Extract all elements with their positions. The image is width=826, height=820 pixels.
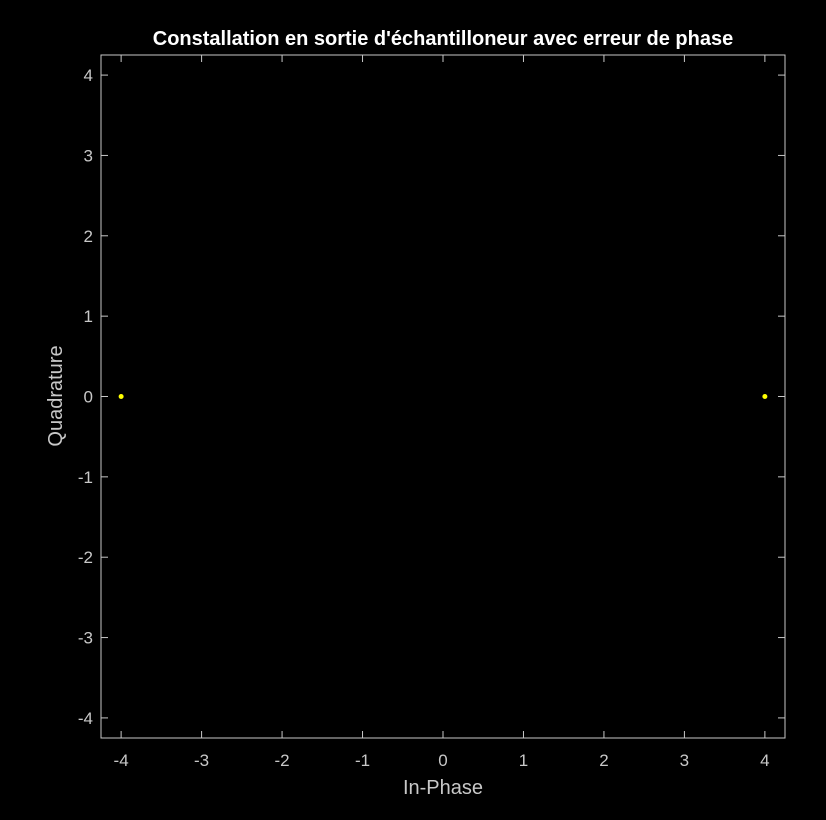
y-tick-label: -1 bbox=[78, 468, 93, 487]
x-tick-label: 4 bbox=[760, 751, 769, 770]
axis-ticks: -4 -3 -2 -1 0 1 2 3 4 -4 -3 -2 -1 0 1 2 3 4 bbox=[78, 55, 785, 770]
x-tick-label: -1 bbox=[355, 751, 370, 770]
y-tick-label: 2 bbox=[84, 227, 93, 246]
x-tick-label: 3 bbox=[680, 751, 689, 770]
y-tick-label: 3 bbox=[84, 146, 93, 165]
y-tick-label: 1 bbox=[84, 307, 93, 326]
x-tick-label: -2 bbox=[274, 751, 289, 770]
x-tick-label: 2 bbox=[599, 751, 608, 770]
y-tick-label: 0 bbox=[84, 388, 93, 407]
x-tick-label: -3 bbox=[194, 751, 209, 770]
x-tick-label: 0 bbox=[438, 751, 447, 770]
y-tick-label: -3 bbox=[78, 629, 93, 648]
chart-title: Constallation en sortie d'échantilloneur… bbox=[153, 28, 733, 50]
x-tick-label: -4 bbox=[114, 751, 129, 770]
x-tick-label: 1 bbox=[519, 751, 528, 770]
data-point bbox=[762, 394, 768, 399]
y-axis-label: Quadrature bbox=[45, 345, 67, 446]
y-tick-label: -2 bbox=[78, 548, 93, 567]
data-point bbox=[118, 394, 124, 399]
plot-area bbox=[100, 54, 786, 739]
y-tick-label: 4 bbox=[84, 66, 93, 85]
y-tick-label: -4 bbox=[78, 709, 93, 728]
x-axis-label: In-Phase bbox=[403, 777, 483, 799]
data-points bbox=[118, 394, 768, 399]
